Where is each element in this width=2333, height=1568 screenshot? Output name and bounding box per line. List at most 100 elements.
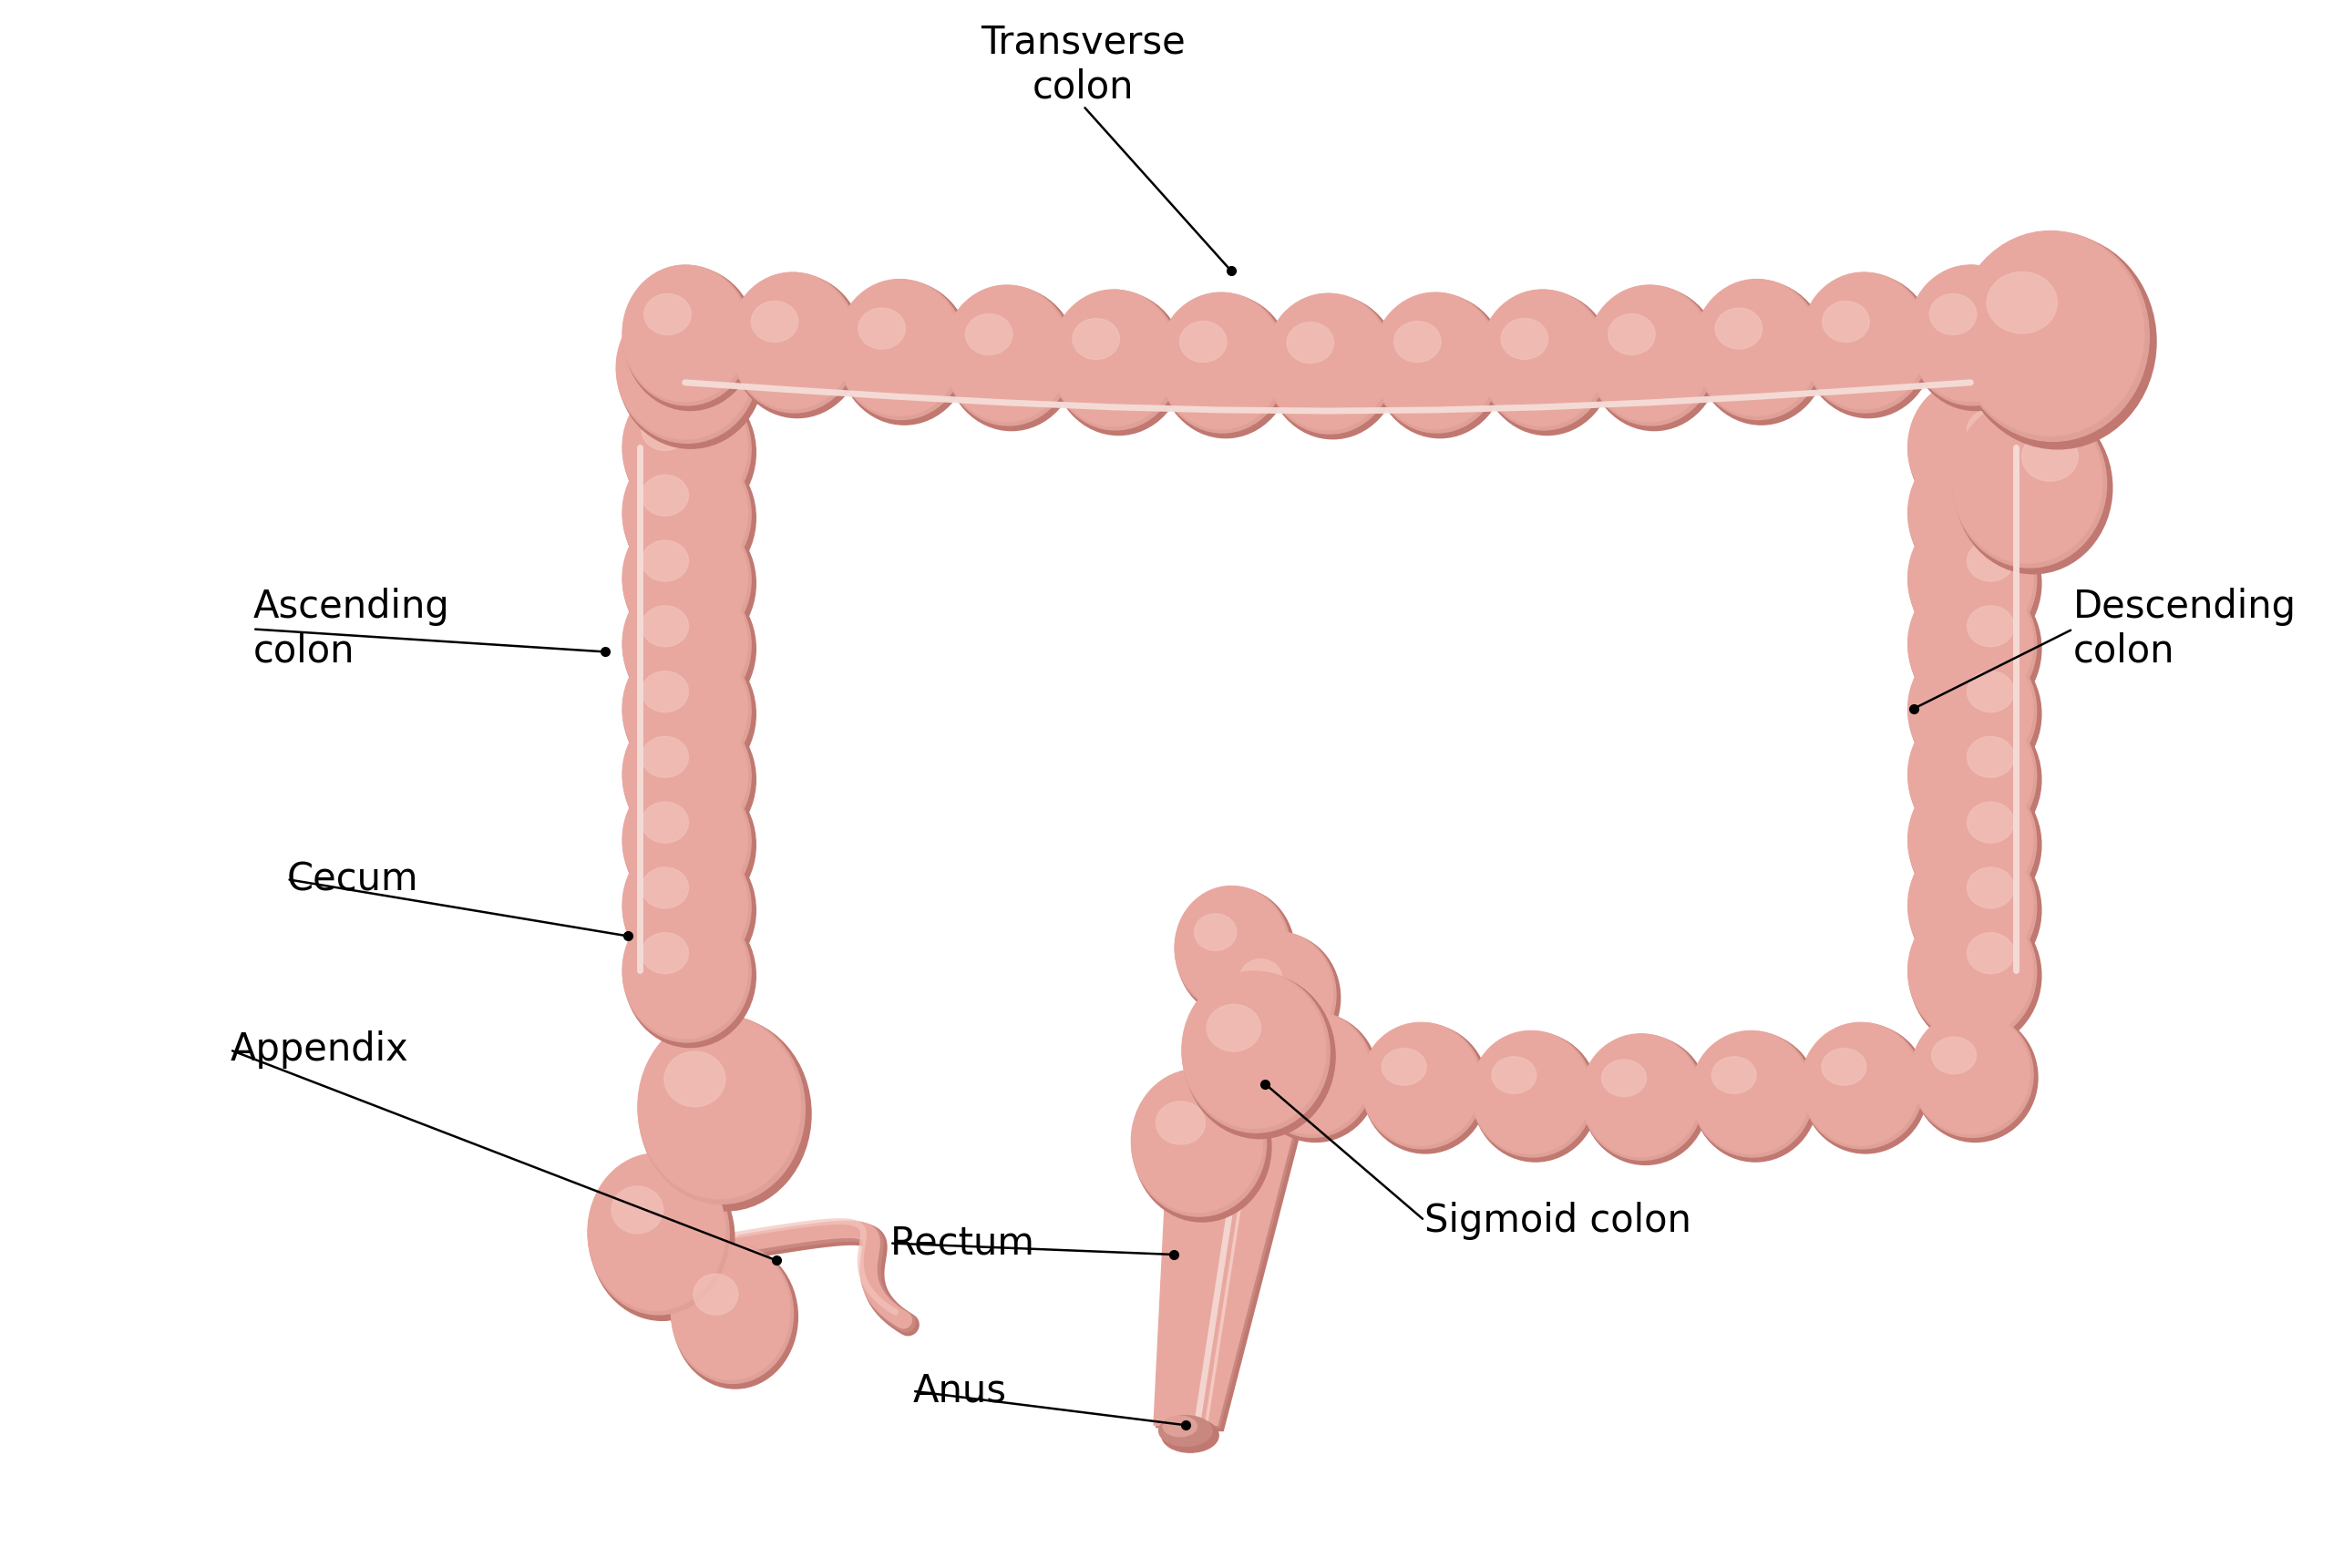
Ellipse shape bbox=[1584, 1036, 1708, 1165]
Ellipse shape bbox=[1253, 1013, 1379, 1142]
Ellipse shape bbox=[1691, 1030, 1810, 1154]
Ellipse shape bbox=[1911, 447, 2041, 590]
Ellipse shape bbox=[1134, 1071, 1271, 1221]
Ellipse shape bbox=[733, 274, 863, 417]
Ellipse shape bbox=[642, 671, 688, 712]
Ellipse shape bbox=[639, 1018, 812, 1210]
Ellipse shape bbox=[1911, 839, 2041, 982]
Ellipse shape bbox=[1908, 771, 2032, 908]
Ellipse shape bbox=[1957, 230, 2144, 436]
Ellipse shape bbox=[1696, 281, 1827, 425]
Ellipse shape bbox=[623, 575, 747, 712]
Ellipse shape bbox=[1911, 267, 2041, 411]
Ellipse shape bbox=[1908, 265, 2037, 406]
Ellipse shape bbox=[1160, 1416, 1213, 1446]
Ellipse shape bbox=[1607, 314, 1654, 354]
Ellipse shape bbox=[1967, 801, 2013, 844]
Ellipse shape bbox=[1220, 931, 1337, 1058]
Ellipse shape bbox=[623, 510, 751, 649]
Ellipse shape bbox=[1288, 321, 1334, 364]
Ellipse shape bbox=[1162, 1416, 1197, 1436]
Ellipse shape bbox=[1267, 296, 1397, 439]
Ellipse shape bbox=[1157, 293, 1283, 430]
Ellipse shape bbox=[1967, 737, 2013, 778]
Ellipse shape bbox=[1911, 1011, 2030, 1134]
Ellipse shape bbox=[642, 867, 688, 908]
Ellipse shape bbox=[642, 933, 688, 974]
Ellipse shape bbox=[1908, 837, 2032, 974]
Polygon shape bbox=[1155, 1129, 1295, 1425]
Ellipse shape bbox=[1967, 605, 2013, 646]
Ellipse shape bbox=[1908, 575, 2032, 712]
Ellipse shape bbox=[1911, 511, 2041, 655]
Ellipse shape bbox=[623, 444, 747, 580]
Ellipse shape bbox=[1908, 640, 2032, 776]
Polygon shape bbox=[1160, 1135, 1299, 1432]
Ellipse shape bbox=[1176, 886, 1288, 1008]
Ellipse shape bbox=[1185, 974, 1334, 1138]
Text: Anus: Anus bbox=[912, 1372, 1006, 1410]
Ellipse shape bbox=[637, 1014, 800, 1200]
Ellipse shape bbox=[2023, 433, 2079, 481]
Ellipse shape bbox=[1160, 293, 1288, 433]
Ellipse shape bbox=[642, 737, 688, 778]
Ellipse shape bbox=[616, 296, 758, 444]
Ellipse shape bbox=[611, 1187, 663, 1234]
Ellipse shape bbox=[1264, 293, 1393, 434]
Ellipse shape bbox=[1953, 400, 2107, 568]
Ellipse shape bbox=[1801, 1022, 1920, 1145]
Ellipse shape bbox=[623, 445, 751, 585]
Ellipse shape bbox=[1582, 1035, 1703, 1160]
Ellipse shape bbox=[642, 605, 688, 646]
Ellipse shape bbox=[1822, 301, 1869, 342]
Ellipse shape bbox=[625, 839, 756, 982]
Text: Sigmoid colon: Sigmoid colon bbox=[1425, 1201, 1691, 1240]
Ellipse shape bbox=[623, 902, 751, 1043]
Ellipse shape bbox=[1589, 287, 1719, 431]
Ellipse shape bbox=[1908, 771, 2037, 911]
Ellipse shape bbox=[1908, 641, 2037, 781]
Ellipse shape bbox=[1052, 292, 1185, 434]
Ellipse shape bbox=[1220, 931, 1332, 1054]
Ellipse shape bbox=[672, 1245, 798, 1389]
Ellipse shape bbox=[1908, 379, 2037, 519]
Ellipse shape bbox=[623, 837, 747, 974]
Ellipse shape bbox=[623, 837, 751, 977]
Ellipse shape bbox=[618, 298, 763, 448]
Ellipse shape bbox=[1803, 1024, 1927, 1154]
Ellipse shape bbox=[642, 801, 688, 844]
Ellipse shape bbox=[1715, 307, 1761, 350]
Ellipse shape bbox=[623, 510, 747, 646]
Ellipse shape bbox=[1911, 381, 2041, 524]
Ellipse shape bbox=[1908, 575, 2037, 715]
Ellipse shape bbox=[642, 475, 688, 516]
Ellipse shape bbox=[838, 281, 971, 425]
Ellipse shape bbox=[1472, 1030, 1591, 1154]
Ellipse shape bbox=[1911, 1011, 2034, 1137]
Ellipse shape bbox=[1801, 273, 1927, 409]
Ellipse shape bbox=[625, 707, 756, 851]
Ellipse shape bbox=[1911, 643, 2041, 786]
Text: Cecum: Cecum bbox=[287, 861, 418, 898]
Ellipse shape bbox=[1491, 1057, 1537, 1093]
Ellipse shape bbox=[642, 409, 688, 450]
Ellipse shape bbox=[1073, 318, 1120, 359]
Text: Ascending
colon: Ascending colon bbox=[252, 588, 450, 671]
Ellipse shape bbox=[1372, 293, 1500, 433]
Ellipse shape bbox=[625, 773, 756, 917]
Ellipse shape bbox=[1908, 902, 2032, 1038]
Ellipse shape bbox=[1908, 445, 2037, 585]
Ellipse shape bbox=[1479, 290, 1607, 430]
Ellipse shape bbox=[1194, 914, 1236, 950]
Ellipse shape bbox=[642, 541, 688, 582]
Ellipse shape bbox=[1801, 273, 1929, 412]
Ellipse shape bbox=[625, 643, 756, 786]
Ellipse shape bbox=[1929, 293, 1976, 334]
Ellipse shape bbox=[838, 279, 961, 416]
Text: Transverse
colon: Transverse colon bbox=[980, 24, 1185, 107]
Ellipse shape bbox=[1132, 1069, 1267, 1217]
Ellipse shape bbox=[1908, 444, 2032, 580]
Ellipse shape bbox=[625, 267, 756, 411]
Ellipse shape bbox=[730, 273, 859, 412]
Ellipse shape bbox=[1967, 475, 2013, 516]
